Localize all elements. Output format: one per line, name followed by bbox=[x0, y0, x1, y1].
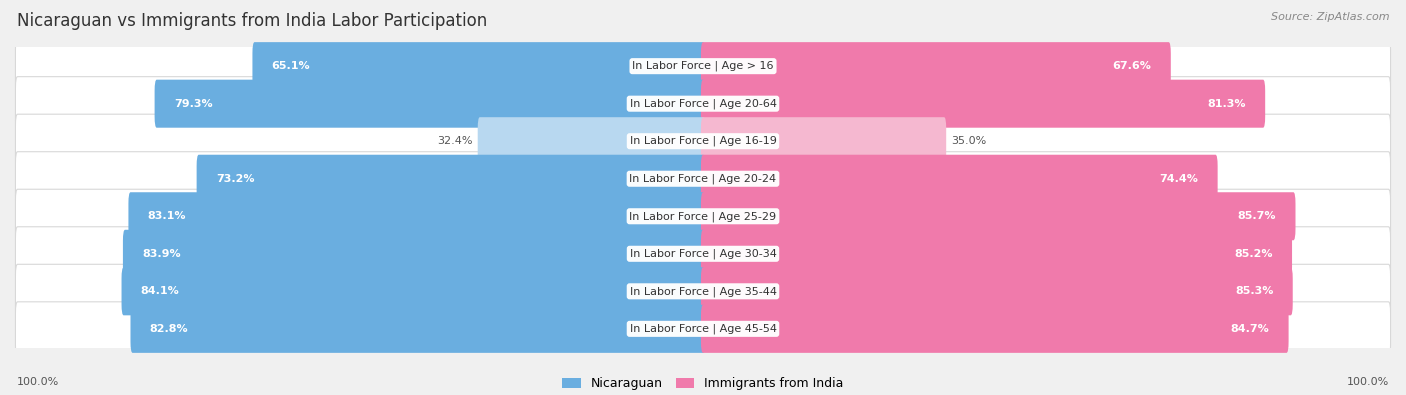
FancyBboxPatch shape bbox=[128, 192, 704, 240]
FancyBboxPatch shape bbox=[15, 114, 1391, 168]
Text: In Labor Force | Age 16-19: In Labor Force | Age 16-19 bbox=[630, 136, 776, 147]
FancyBboxPatch shape bbox=[15, 302, 1391, 356]
Legend: Nicaraguan, Immigrants from India: Nicaraguan, Immigrants from India bbox=[557, 372, 849, 395]
FancyBboxPatch shape bbox=[15, 77, 1391, 131]
Text: 32.4%: 32.4% bbox=[437, 136, 472, 146]
Text: Source: ZipAtlas.com: Source: ZipAtlas.com bbox=[1271, 12, 1389, 22]
Text: 65.1%: 65.1% bbox=[271, 61, 311, 71]
Text: 84.7%: 84.7% bbox=[1230, 324, 1270, 334]
FancyBboxPatch shape bbox=[197, 155, 704, 203]
Text: In Labor Force | Age 25-29: In Labor Force | Age 25-29 bbox=[630, 211, 776, 222]
Text: 85.7%: 85.7% bbox=[1237, 211, 1277, 221]
FancyBboxPatch shape bbox=[702, 230, 1292, 278]
Text: In Labor Force | Age 35-44: In Labor Force | Age 35-44 bbox=[630, 286, 776, 297]
Text: 100.0%: 100.0% bbox=[17, 377, 59, 387]
Text: 35.0%: 35.0% bbox=[950, 136, 986, 146]
FancyBboxPatch shape bbox=[121, 267, 704, 315]
Text: 83.1%: 83.1% bbox=[148, 211, 186, 221]
Text: 79.3%: 79.3% bbox=[174, 99, 212, 109]
FancyBboxPatch shape bbox=[253, 42, 704, 90]
FancyBboxPatch shape bbox=[122, 230, 704, 278]
FancyBboxPatch shape bbox=[131, 305, 704, 353]
Text: In Labor Force | Age > 16: In Labor Force | Age > 16 bbox=[633, 61, 773, 71]
FancyBboxPatch shape bbox=[15, 189, 1391, 243]
Text: Nicaraguan vs Immigrants from India Labor Participation: Nicaraguan vs Immigrants from India Labo… bbox=[17, 12, 486, 30]
FancyBboxPatch shape bbox=[15, 227, 1391, 281]
Text: 74.4%: 74.4% bbox=[1160, 174, 1198, 184]
FancyBboxPatch shape bbox=[702, 192, 1295, 240]
Text: 67.6%: 67.6% bbox=[1112, 61, 1152, 71]
FancyBboxPatch shape bbox=[15, 39, 1391, 93]
Text: 81.3%: 81.3% bbox=[1208, 99, 1246, 109]
Text: 85.3%: 85.3% bbox=[1234, 286, 1274, 296]
FancyBboxPatch shape bbox=[15, 152, 1391, 206]
FancyBboxPatch shape bbox=[478, 117, 704, 165]
FancyBboxPatch shape bbox=[702, 305, 1289, 353]
FancyBboxPatch shape bbox=[702, 267, 1292, 315]
Text: In Labor Force | Age 45-54: In Labor Force | Age 45-54 bbox=[630, 324, 776, 334]
FancyBboxPatch shape bbox=[702, 155, 1218, 203]
Text: 100.0%: 100.0% bbox=[1347, 377, 1389, 387]
FancyBboxPatch shape bbox=[15, 264, 1391, 318]
Text: In Labor Force | Age 20-64: In Labor Force | Age 20-64 bbox=[630, 98, 776, 109]
FancyBboxPatch shape bbox=[702, 42, 1171, 90]
Text: In Labor Force | Age 20-24: In Labor Force | Age 20-24 bbox=[630, 173, 776, 184]
Text: 85.2%: 85.2% bbox=[1234, 249, 1272, 259]
Text: In Labor Force | Age 30-34: In Labor Force | Age 30-34 bbox=[630, 248, 776, 259]
FancyBboxPatch shape bbox=[702, 80, 1265, 128]
Text: 82.8%: 82.8% bbox=[150, 324, 188, 334]
Text: 84.1%: 84.1% bbox=[141, 286, 180, 296]
Text: 83.9%: 83.9% bbox=[142, 249, 181, 259]
FancyBboxPatch shape bbox=[702, 117, 946, 165]
FancyBboxPatch shape bbox=[155, 80, 704, 128]
Text: 73.2%: 73.2% bbox=[217, 174, 254, 184]
